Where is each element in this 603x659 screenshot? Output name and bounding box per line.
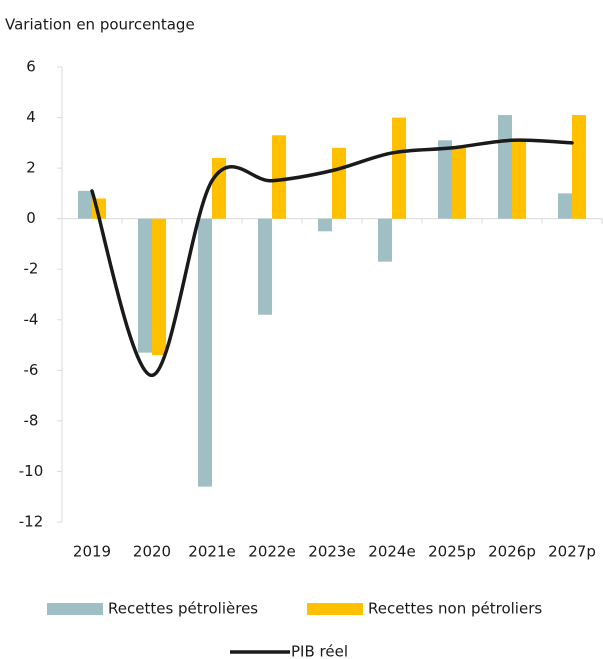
bar bbox=[198, 218, 212, 487]
bar bbox=[498, 115, 512, 219]
x-tick-label: 2022e bbox=[248, 543, 295, 561]
bar bbox=[318, 218, 332, 232]
y-tick-label: -2 bbox=[24, 260, 39, 278]
y-tick-label: -10 bbox=[19, 462, 44, 480]
bar bbox=[438, 140, 452, 219]
line bbox=[90, 138, 574, 378]
bar bbox=[378, 218, 392, 262]
bar bbox=[452, 147, 466, 219]
y-axis-label: Variation en pourcentage bbox=[5, 16, 195, 34]
x-tick-label: 2021e bbox=[188, 543, 235, 561]
bar bbox=[332, 147, 346, 219]
y-tick-label: 6 bbox=[26, 58, 36, 76]
x-tick-label: 2025p bbox=[428, 543, 476, 561]
x-tick-label: 2026p bbox=[488, 543, 536, 561]
bar bbox=[392, 117, 406, 219]
legend-swatch bbox=[307, 603, 363, 615]
x-tick-label: 2020 bbox=[133, 543, 171, 561]
bar bbox=[558, 193, 572, 219]
legend-label: Recettes pétrolières bbox=[108, 600, 258, 618]
bar bbox=[572, 115, 586, 219]
y-tick-label: -12 bbox=[19, 513, 44, 531]
y-tick-label: 2 bbox=[26, 159, 36, 177]
bar bbox=[258, 218, 272, 315]
legend-label: Recettes non pétroliers bbox=[368, 600, 542, 618]
x-tick-label: 2027p bbox=[548, 543, 596, 561]
bar bbox=[512, 140, 526, 219]
y-tick-label: -6 bbox=[24, 361, 39, 379]
x-tick-label: 2024e bbox=[368, 543, 415, 561]
y-tick-label: -4 bbox=[24, 310, 39, 328]
x-tick-label: 2019 bbox=[73, 543, 111, 561]
bar bbox=[138, 218, 152, 353]
y-tick-label: -8 bbox=[24, 411, 39, 429]
bar bbox=[78, 190, 92, 219]
bar bbox=[272, 135, 286, 219]
legend-swatch bbox=[47, 603, 103, 615]
x-tick-label: 2023e bbox=[308, 543, 355, 561]
legend-label: PIB réel bbox=[291, 643, 348, 659]
y-tick-label: 4 bbox=[26, 108, 36, 126]
bar bbox=[152, 218, 166, 356]
y-tick-label: 0 bbox=[26, 209, 36, 227]
